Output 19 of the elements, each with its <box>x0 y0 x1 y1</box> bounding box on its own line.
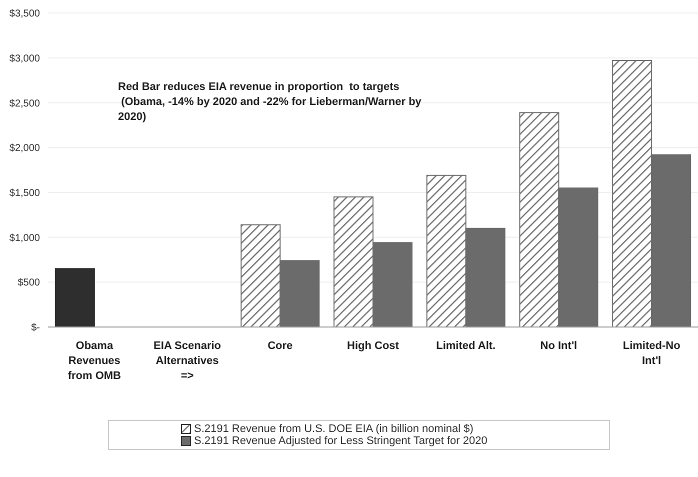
annotation: Red Bar reduces EIA revenue in proportion to targets (Obama, -14% by 2020 and -22% for Lieberman/Warner by 2020) <box>118 80 422 125</box>
legend-label: S.2191 Revenue Adjusted for Less Stringent Target for 2020 <box>194 435 488 447</box>
y-tick-label: $1,000 <box>9 232 40 244</box>
y-tick-label: $1,500 <box>9 188 40 199</box>
x-tick-label: EIA Scenario Alternatives => <box>154 340 222 382</box>
y-tick-label: $3,000 <box>9 53 40 64</box>
x-tick-label: Core <box>268 340 293 352</box>
y-tick-label: $500 <box>18 278 40 289</box>
x-tick-label: No Int'l <box>540 340 578 352</box>
x-tick-label: Limited-No Int'l <box>622 340 681 367</box>
legend-label: S.2191 Revenue from U.S. DOE EIA (in billion nominal $) <box>194 423 474 435</box>
y-tick-label: $- <box>31 322 40 334</box>
y-tick-label: $2,000 <box>9 143 40 154</box>
y-tick-label: $2,500 <box>9 98 40 110</box>
x-tick-label: Obama Revenues from OMB <box>68 340 122 382</box>
x-tick-label: Limited Alt. <box>436 340 496 352</box>
x-tick-label: High Cost <box>347 340 400 352</box>
bar <box>54 268 95 327</box>
y-tick-label: $3,500 <box>9 8 40 20</box>
